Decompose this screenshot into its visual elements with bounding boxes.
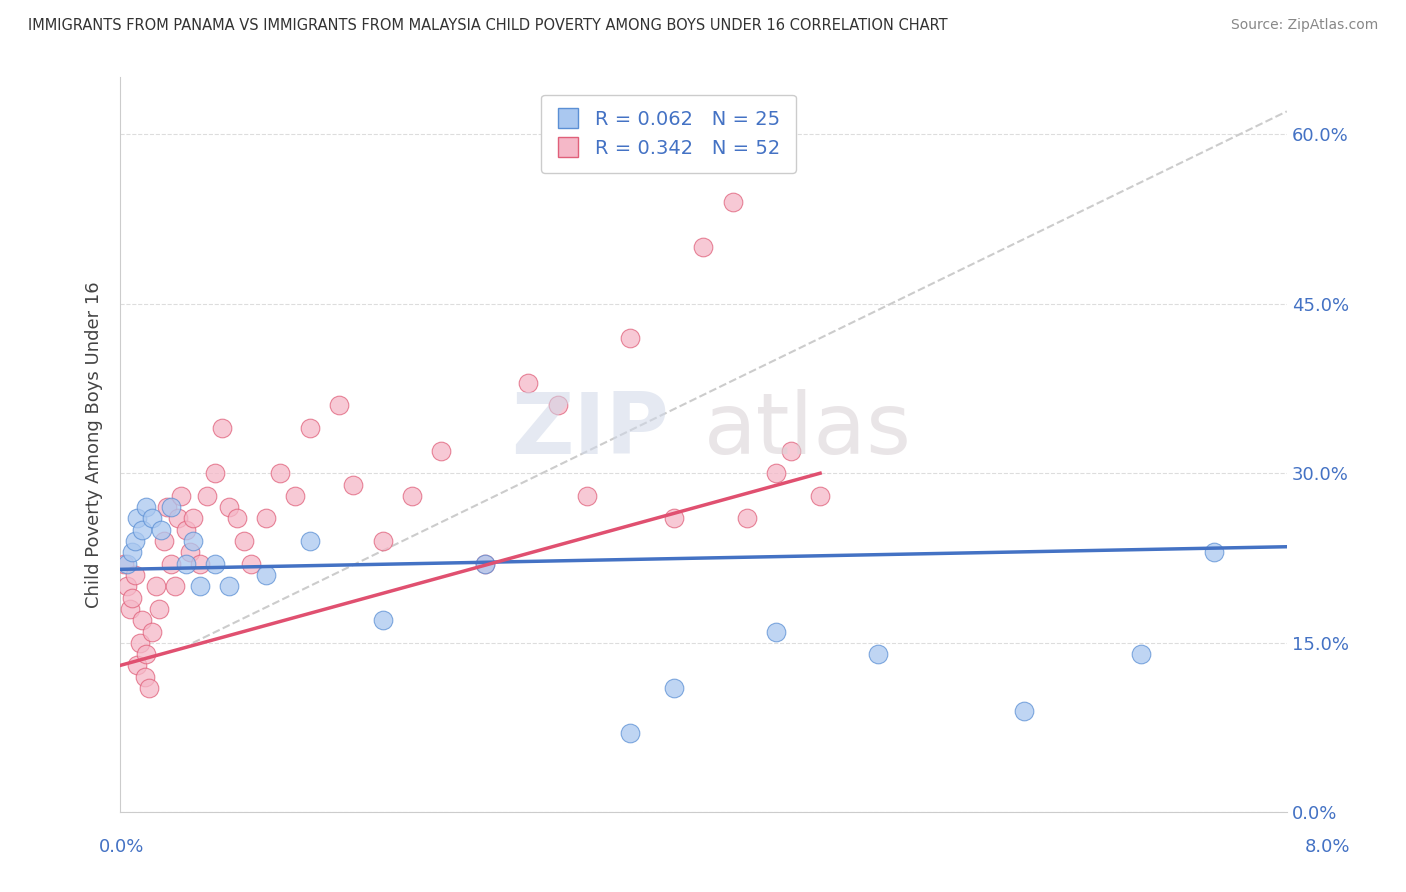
Point <box>121 591 143 605</box>
Point <box>204 557 226 571</box>
Point <box>808 489 831 503</box>
Text: IMMIGRANTS FROM PANAMA VS IMMIGRANTS FROM MALAYSIA CHILD POVERTY AMONG BOYS UNDE: IMMIGRANTS FROM PANAMA VS IMMIGRANTS FRO… <box>28 18 948 33</box>
Point <box>664 681 686 695</box>
Legend: R = 0.062   N = 25, R = 0.342   N = 52: R = 0.062 N = 25, R = 0.342 N = 52 <box>541 95 796 173</box>
Point <box>371 534 394 549</box>
Point <box>780 443 803 458</box>
Point <box>188 579 211 593</box>
Point <box>127 511 149 525</box>
Point <box>575 489 598 503</box>
Point <box>619 726 641 740</box>
Point <box>188 557 211 571</box>
Point <box>131 613 153 627</box>
Point <box>160 557 183 571</box>
Point <box>181 511 204 525</box>
Point <box>149 523 172 537</box>
Point <box>181 534 204 549</box>
Point <box>135 500 157 515</box>
Point <box>328 398 350 412</box>
Point <box>134 670 156 684</box>
Point <box>721 194 744 209</box>
Point <box>204 467 226 481</box>
Point <box>179 545 201 559</box>
Point <box>284 489 307 503</box>
Point <box>474 557 496 571</box>
Point <box>868 647 890 661</box>
Text: Source: ZipAtlas.com: Source: ZipAtlas.com <box>1230 18 1378 32</box>
Point <box>174 557 197 571</box>
Point <box>269 467 291 481</box>
Text: ZIP: ZIP <box>510 389 668 472</box>
Point <box>148 602 170 616</box>
Point <box>170 489 193 503</box>
Text: 8.0%: 8.0% <box>1305 838 1350 856</box>
Point <box>735 511 758 525</box>
Point <box>692 240 714 254</box>
Point <box>197 489 219 503</box>
Point <box>765 624 787 639</box>
Point <box>298 534 321 549</box>
Point <box>474 557 496 571</box>
Point <box>141 624 163 639</box>
Point <box>135 647 157 661</box>
Point <box>218 579 240 593</box>
Point <box>1202 545 1225 559</box>
Point <box>218 500 240 515</box>
Point <box>254 568 277 582</box>
Point <box>127 658 149 673</box>
Point <box>156 500 179 515</box>
Point <box>619 330 641 344</box>
Point <box>129 636 152 650</box>
Point <box>371 613 394 627</box>
Point <box>298 421 321 435</box>
Point <box>174 523 197 537</box>
Point <box>211 421 233 435</box>
Y-axis label: Child Poverty Among Boys Under 16: Child Poverty Among Boys Under 16 <box>86 282 103 608</box>
Point <box>165 579 187 593</box>
Text: atlas: atlas <box>703 389 911 472</box>
Point <box>401 489 423 503</box>
Point <box>765 467 787 481</box>
Point <box>1014 704 1036 718</box>
Point <box>145 579 167 593</box>
Point <box>240 557 263 571</box>
Point <box>254 511 277 525</box>
Point <box>117 557 139 571</box>
Point <box>167 511 190 525</box>
Point <box>141 511 163 525</box>
Point <box>112 557 135 571</box>
Point <box>342 477 364 491</box>
Point <box>233 534 256 549</box>
Point <box>152 534 174 549</box>
Point <box>131 523 153 537</box>
Point <box>517 376 540 390</box>
Point <box>120 602 142 616</box>
Point <box>138 681 160 695</box>
Point <box>160 500 183 515</box>
Point <box>124 534 146 549</box>
Point <box>664 511 686 525</box>
Point <box>1130 647 1153 661</box>
Text: 0.0%: 0.0% <box>98 838 143 856</box>
Point <box>121 545 143 559</box>
Point <box>124 568 146 582</box>
Point <box>547 398 569 412</box>
Point <box>117 579 139 593</box>
Point <box>225 511 247 525</box>
Point <box>430 443 453 458</box>
